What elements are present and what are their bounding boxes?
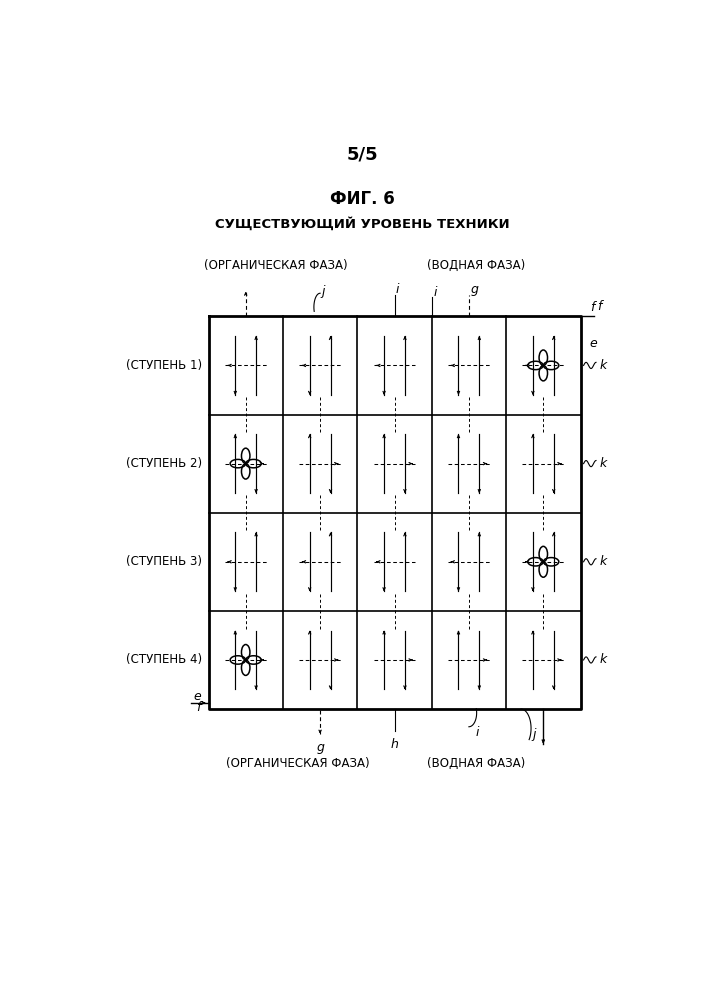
Text: (СТУПЕНЬ 2): (СТУПЕНЬ 2) — [126, 457, 202, 470]
Text: i: i — [475, 726, 479, 739]
Text: (СТУПЕНЬ 1): (СТУПЕНЬ 1) — [126, 359, 202, 372]
Text: e: e — [193, 690, 201, 703]
Text: j: j — [322, 285, 325, 298]
Text: k: k — [599, 555, 607, 568]
Text: h: h — [390, 738, 399, 751]
Text: f: f — [597, 300, 602, 313]
Text: i: i — [433, 286, 437, 299]
Text: (ВОДНАЯ ФАЗА): (ВОДНАЯ ФАЗА) — [427, 259, 525, 272]
Text: СУЩЕСТВУЮЩИЙ УРОВЕНЬ ТЕХНИКИ: СУЩЕСТВУЮЩИЙ УРОВЕНЬ ТЕХНИКИ — [215, 217, 510, 231]
Text: g: g — [316, 741, 324, 754]
Text: k: k — [599, 653, 607, 666]
Text: f: f — [197, 701, 201, 714]
Text: (ВОДНАЯ ФАЗА): (ВОДНАЯ ФАЗА) — [427, 757, 525, 770]
Text: k: k — [599, 457, 607, 470]
Text: g: g — [470, 283, 479, 296]
Text: j: j — [532, 728, 536, 741]
Text: ФИГ. 6: ФИГ. 6 — [330, 190, 395, 208]
Text: e: e — [590, 337, 597, 350]
Text: i: i — [396, 283, 399, 296]
Text: (СТУПЕНЬ 4): (СТУПЕНЬ 4) — [126, 653, 202, 666]
Text: 5/5: 5/5 — [346, 146, 378, 164]
Text: f: f — [590, 301, 594, 314]
Text: (СТУПЕНЬ 3): (СТУПЕНЬ 3) — [127, 555, 202, 568]
Text: (ОРГАНИЧЕСКАЯ ФАЗА): (ОРГАНИЧЕСКАЯ ФАЗА) — [226, 757, 370, 770]
Text: k: k — [599, 359, 607, 372]
Text: (ОРГАНИЧЕСКАЯ ФАЗА): (ОРГАНИЧЕСКАЯ ФАЗА) — [204, 259, 347, 272]
